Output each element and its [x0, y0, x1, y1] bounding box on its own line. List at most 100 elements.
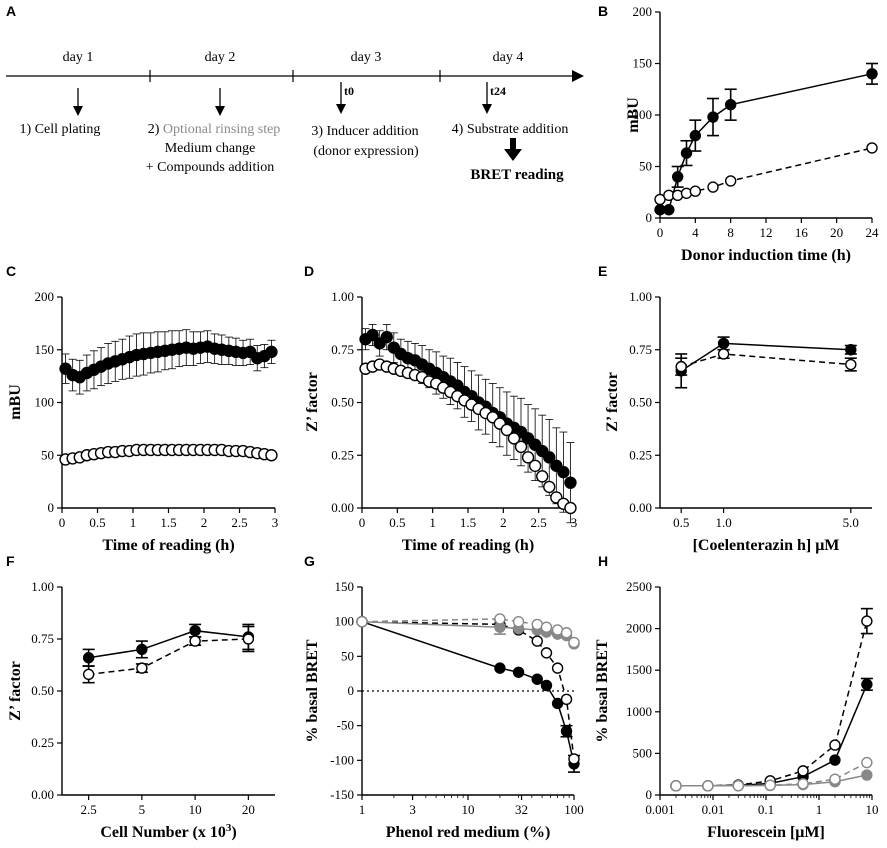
chart-h: 0 500 1000 1500 2000 2500 0.001 0.01 0.1 1 10 Fluor… — [594, 579, 879, 841]
data-point — [543, 451, 556, 464]
y-tick-label: 1.00 — [31, 579, 54, 594]
data-point — [568, 636, 580, 649]
data-point — [494, 613, 506, 625]
data-point — [845, 358, 857, 371]
y-tick-label: 0 — [646, 210, 653, 225]
data-point — [265, 345, 278, 359]
y-axis-label: Z’ factor — [304, 372, 321, 432]
data-point — [724, 98, 737, 111]
data-point — [531, 673, 543, 685]
data-point — [717, 348, 730, 360]
data-point — [797, 765, 809, 777]
x-tick-label: 0.5 — [389, 515, 405, 530]
y-axis-label: mBU — [7, 384, 24, 420]
chart-b: 0 50 100 150 200 0 4 8 12 16 20 24 Donor induction t… — [625, 4, 879, 264]
y-tick-label: -50 — [337, 718, 354, 733]
x-tick-label: 10 — [866, 802, 879, 817]
step-1-text: 1) Cell plating — [20, 122, 101, 137]
data-point — [829, 754, 841, 766]
data-point — [189, 635, 201, 647]
x-tick-label: 2.5 — [531, 515, 547, 530]
step-2-line-3: + Compounds addition — [146, 160, 274, 175]
marker-t0: t0 — [344, 84, 354, 98]
x-tick-label: 3 — [272, 515, 279, 530]
y-tick-label: -150 — [330, 787, 354, 802]
series-grey-open — [356, 613, 580, 649]
data-point — [764, 779, 776, 791]
series-black-filled — [670, 677, 873, 792]
x-tick-label: 0.01 — [702, 802, 725, 817]
step-2-line-1: 2) Optional rinsing step — [148, 122, 281, 137]
step-arrow-4 — [482, 82, 492, 114]
chart-e: 0.00 0.25 0.50 0.75 1.00 0.5 1.0 5.0[Coelentera… — [604, 289, 872, 554]
data-point — [564, 476, 577, 489]
data-point — [564, 501, 577, 515]
x-axis-label-end: ) — [231, 824, 236, 841]
x-tick-label: 12 — [760, 225, 773, 240]
x-tick-label: 0.5 — [673, 515, 689, 530]
x-axis-label: Phenol red medium (%) — [386, 824, 551, 841]
y-tick-label: 0.25 — [31, 735, 54, 750]
y-tick-label: 0.75 — [31, 631, 54, 646]
y-tick-label: 0.50 — [331, 395, 354, 410]
y-tick-label: 100 — [35, 395, 55, 410]
y-tick-label: 1.00 — [331, 289, 354, 304]
data-point — [528, 459, 542, 472]
data-point — [861, 678, 873, 691]
x-tick-label: 5.0 — [843, 515, 859, 530]
step-2-line-2: Medium change — [165, 141, 256, 156]
x-tick-label: 0.1 — [758, 802, 774, 817]
data-point — [829, 739, 841, 751]
data-point — [136, 643, 148, 656]
data-point — [551, 697, 564, 710]
x-axis-label: Fluorescein [μM] — [707, 824, 825, 841]
x-tick-label: 1.5 — [460, 515, 476, 530]
data-point — [717, 337, 730, 350]
data-point — [540, 647, 553, 659]
x-axis-label: Time of reading (h) — [102, 537, 234, 554]
data-point — [670, 780, 682, 792]
data-point — [551, 662, 564, 674]
step-arrow-2 — [215, 88, 225, 116]
x-tick-label: 10 — [462, 802, 475, 817]
y-tick-label: 0.25 — [331, 447, 354, 462]
data-point — [707, 181, 719, 193]
x-tick-label: 0 — [359, 515, 366, 530]
data-point — [689, 185, 702, 197]
series-filled — [59, 329, 278, 395]
x-tick-label: 1.0 — [715, 515, 731, 530]
y-tick-label: 50 — [341, 648, 354, 663]
y-tick-label: 150 — [335, 579, 355, 594]
panel-label-b: B — [598, 3, 608, 19]
data-point — [82, 652, 95, 664]
x-tick-label: 8 — [727, 225, 734, 240]
y-tick-label: 0 — [646, 787, 653, 802]
y-axis-label: % basal BRET — [304, 639, 321, 742]
bret-reading-label: BRET reading — [470, 167, 564, 183]
x-tick-label: 4 — [692, 225, 699, 240]
panel-label-f: F — [6, 553, 15, 569]
x-axis-label: Time of reading (h) — [402, 537, 534, 554]
chart-c: 0 50 100 150 200 0 0.5 1 1.5 2 2.5 3 Time of reading… — [7, 289, 278, 554]
x-tick-label: 10 — [189, 802, 202, 817]
y-tick-label: 150 — [633, 56, 653, 71]
data-point — [543, 480, 556, 494]
series-open — [675, 348, 857, 376]
x-axis-label: Donor induction time (h) — [681, 247, 851, 264]
series-line — [88, 629, 249, 659]
series-open — [654, 142, 878, 206]
data-point — [866, 68, 878, 80]
y-tick-label: 2500 — [626, 579, 652, 594]
y-tick-label: 0.25 — [629, 447, 652, 462]
x-tick-label: 0 — [59, 515, 66, 530]
series-open — [82, 625, 255, 684]
step-4-text: 4) Substrate addition — [452, 122, 569, 137]
panel-label-d: D — [304, 263, 314, 279]
y-tick-label: 0.75 — [629, 342, 652, 357]
data-point — [540, 621, 553, 633]
y-tick-label: 500 — [633, 745, 653, 760]
series-line — [680, 342, 851, 372]
data-point — [531, 635, 543, 647]
data-point — [521, 451, 535, 464]
